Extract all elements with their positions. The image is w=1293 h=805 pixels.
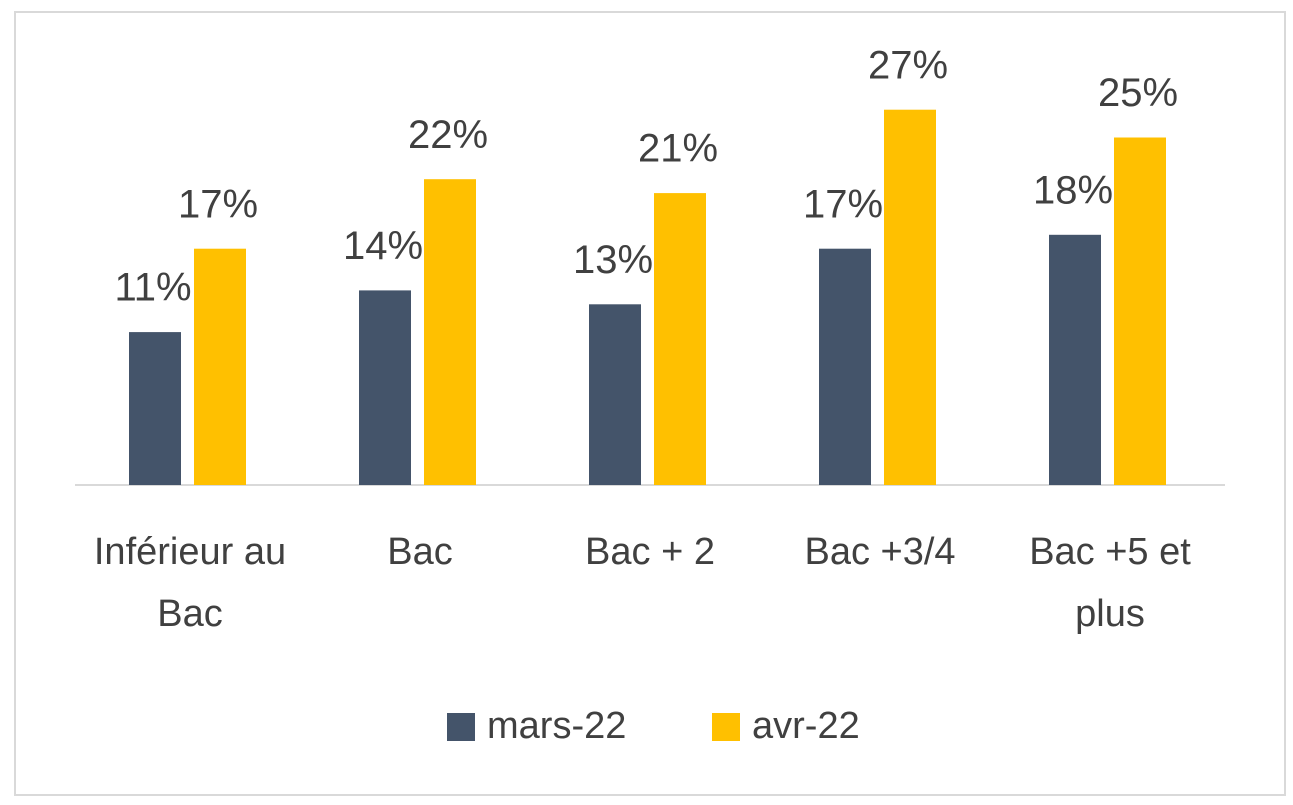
x-tick-label: Inférieur au Bac bbox=[93, 531, 287, 635]
bar bbox=[654, 193, 706, 485]
bar bbox=[129, 332, 181, 485]
bar bbox=[1114, 137, 1166, 485]
data-label: 22% bbox=[408, 113, 488, 157]
legend-swatch bbox=[712, 713, 740, 741]
bar bbox=[819, 248, 871, 485]
x-tick-label: Bac +3/4 bbox=[804, 531, 956, 573]
data-label: 17% bbox=[178, 182, 258, 226]
data-label: 27% bbox=[868, 43, 948, 87]
data-label: 13% bbox=[573, 238, 653, 282]
legend-label: avr-22 bbox=[752, 705, 860, 747]
x-tick-label: Bac bbox=[387, 531, 453, 573]
bar bbox=[589, 304, 641, 485]
x-tick-label: Bac +5 et plus bbox=[1029, 531, 1191, 635]
bar bbox=[1049, 234, 1101, 485]
data-label: 17% bbox=[803, 182, 883, 226]
data-label: 14% bbox=[343, 224, 423, 268]
bar bbox=[884, 109, 936, 485]
data-label: 21% bbox=[638, 127, 718, 171]
legend-swatch bbox=[447, 713, 475, 741]
data-label: 18% bbox=[1033, 168, 1113, 212]
bar bbox=[424, 179, 476, 485]
bar bbox=[194, 248, 246, 485]
data-label: 11% bbox=[114, 266, 191, 310]
bar bbox=[359, 290, 411, 485]
legend-label: mars-22 bbox=[487, 705, 626, 747]
x-tick-label: Bac + 2 bbox=[585, 531, 715, 573]
data-label: 25% bbox=[1098, 71, 1178, 115]
